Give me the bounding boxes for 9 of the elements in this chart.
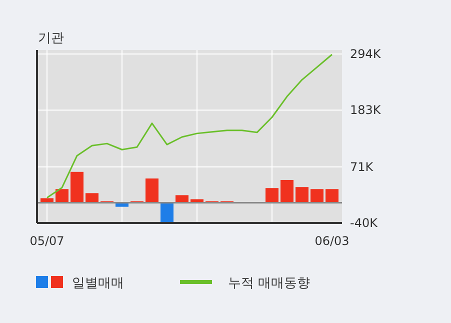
legend-label: 일별매매 [72,276,124,291]
legend-label: 누적 매매동향 [228,276,310,291]
chart-title: 기관 [38,31,64,46]
y-tick-label: 294K [350,47,382,61]
y-tick-label: 71K [350,160,374,174]
x-tick-label: 05/07 [30,234,64,248]
y-tick-label: 183K [350,103,382,118]
y-tick-label: -40K [350,216,379,230]
x-tick-label: 06/03 [314,234,350,248]
